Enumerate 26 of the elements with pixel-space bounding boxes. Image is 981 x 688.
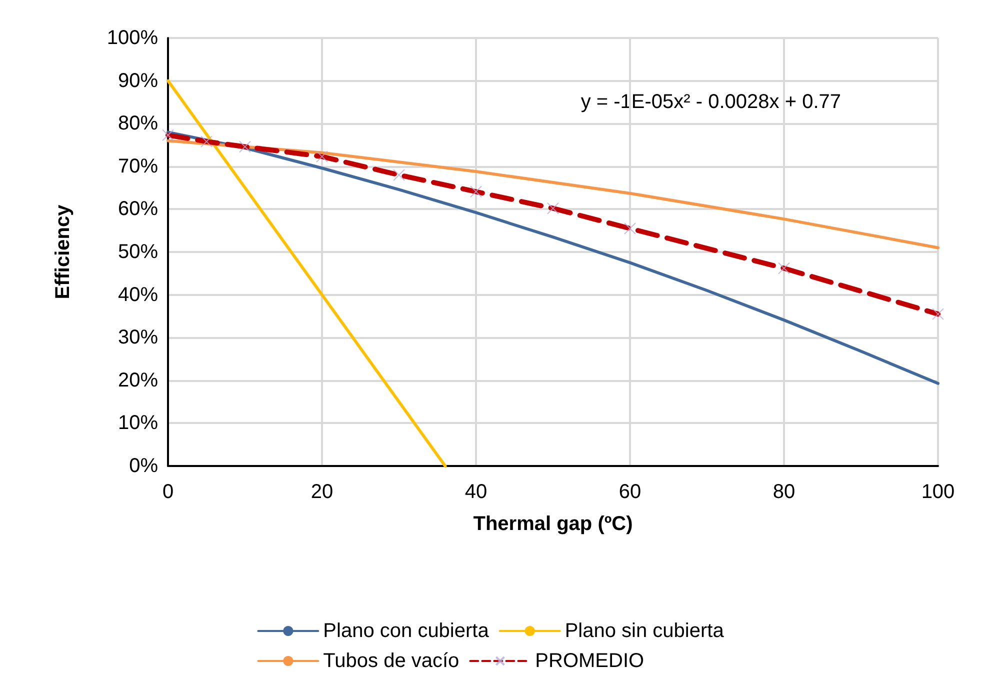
y-tick-label: 100%: [106, 27, 158, 49]
x-tick-label: 60: [618, 481, 642, 503]
x-tick-label: 0: [162, 481, 174, 503]
y-tick-label: 70%: [118, 155, 158, 178]
legend-label: Tubos de vacío: [323, 650, 460, 672]
y-tick-label: 50%: [118, 241, 158, 263]
y-tick-label: 30%: [118, 326, 158, 349]
legend-label: Plano sin cubierta: [564, 620, 725, 642]
y-axis-title: Efficiency: [52, 204, 74, 300]
x-axis-title: Thermal gap (ºC): [473, 513, 633, 535]
y-tick-label: 0%: [129, 455, 158, 477]
line-series: [166, 130, 940, 385]
y-tick-label: 80%: [118, 112, 158, 135]
annotation: y = -1E-05x² - 0.0028x + 0.77: [580, 91, 842, 113]
legend-label: PROMEDIO: [535, 650, 644, 672]
y-tick-label: 40%: [118, 284, 158, 306]
line-series: [166, 139, 940, 250]
y-tick-label: 10%: [118, 412, 158, 434]
x-tick-label: 80: [772, 481, 796, 503]
y-tick-label: 90%: [118, 70, 158, 92]
legend-label: Plano con cubierta: [323, 620, 490, 642]
x-tick-label: 20: [310, 481, 334, 503]
x-tick-label: 100: [921, 481, 955, 503]
y-tick-label: 60%: [118, 198, 158, 220]
y-tick-label: 20%: [118, 369, 158, 392]
x-tick-label: 40: [464, 481, 488, 503]
